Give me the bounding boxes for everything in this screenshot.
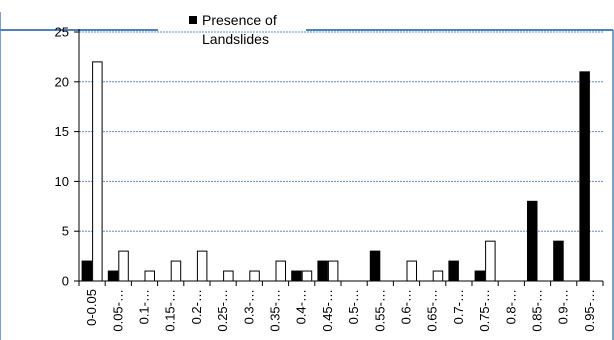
bar (432, 270, 444, 282)
bar (196, 250, 208, 282)
legend: Presence of Landslides (189, 12, 277, 47)
bar (301, 270, 313, 282)
bar (144, 270, 155, 282)
bar (317, 260, 328, 282)
y-tick-label: 10 (55, 174, 69, 189)
x-axis: 0-0.05 0.05-… 0.1-… 0.15-… 0.2-… 0.25-… 0.3-… 0… (78, 280, 604, 332)
bar (369, 250, 381, 282)
gridlines (79, 31, 603, 232)
bars (81, 61, 590, 282)
legend-label-line2: Landslides (202, 31, 269, 47)
legend-label-line1: Presence of (202, 12, 277, 28)
bar (291, 270, 302, 282)
x-tick-label: 0.4-… (294, 289, 309, 324)
bar (448, 260, 459, 282)
x-tick-label: 0.65-… (425, 289, 440, 332)
x-tick-label: 0.8-… (503, 289, 518, 324)
x-tick-label: 0.45-… (320, 289, 335, 332)
x-tick-label: 0.05-… (110, 289, 125, 332)
bar (118, 250, 129, 282)
bar (81, 260, 93, 282)
x-tick-label: 0.25-… (215, 289, 230, 332)
bar (107, 270, 119, 282)
x-tick-label: 0.15-… (163, 289, 178, 332)
y-tick-label: 15 (55, 124, 69, 139)
y-tick-label: 25 (55, 25, 69, 40)
bar (92, 61, 103, 282)
bar (579, 71, 590, 282)
legend-swatch (189, 16, 197, 24)
y-tick-label: 5 (62, 224, 69, 239)
x-tick-label: 0-0.05 (84, 289, 99, 326)
x-tick-label: 0.7-… (451, 289, 466, 324)
y-axis: 0 5 10 15 20 25 (55, 25, 80, 289)
x-tick-label: 0.9-… (556, 289, 571, 324)
x-tick-label: 0.95-… (582, 289, 597, 332)
x-tick-label: 0.1-… (137, 289, 152, 324)
y-tick-label: 20 (55, 74, 69, 89)
bar (553, 240, 564, 282)
x-tick-label: 0.85-… (530, 289, 545, 332)
bar (527, 200, 538, 282)
bar (406, 260, 417, 282)
x-tick-label: 0.6-… (399, 289, 414, 324)
bar (170, 260, 182, 282)
x-tick-label: 0.75-… (477, 289, 492, 332)
bar (327, 260, 339, 282)
bar (249, 270, 260, 282)
x-tick-label: 0.55-… (372, 289, 387, 332)
x-tick-label: 0.2-… (189, 289, 204, 324)
bar (275, 260, 286, 282)
x-tick-label: 0.5-… (346, 289, 361, 324)
x-tick-label: 0.35-… (268, 289, 283, 332)
x-tick-label: 0.3-… (241, 289, 256, 324)
bar (223, 270, 234, 282)
bar (485, 240, 496, 282)
bar (474, 270, 486, 282)
y-tick-label: 0 (62, 274, 69, 289)
